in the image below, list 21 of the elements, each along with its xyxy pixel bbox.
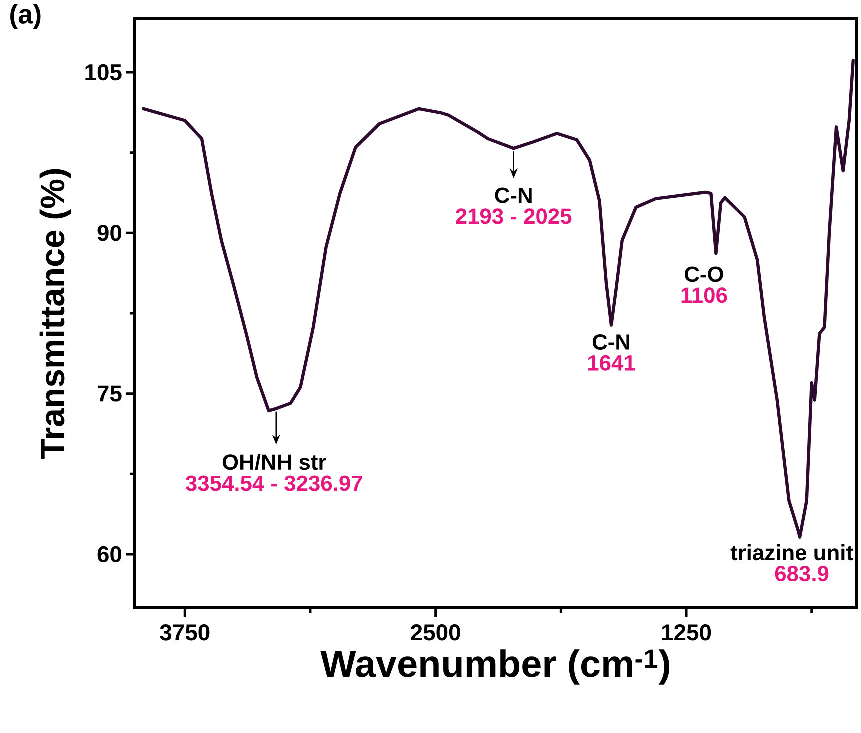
annotation: 3354.54 - 3236.97 <box>186 476 362 492</box>
annotation: C-O <box>685 266 724 282</box>
text: (a) <box>10 4 41 30</box>
annotation: 683.9 <box>775 566 829 582</box>
y-tick-label: 60 <box>98 546 122 563</box>
x-tick-label: 2500 <box>411 624 460 641</box>
x-axis-title: Wavenumber (cm$^{-1}$) <box>320 650 670 685</box>
x-tick-label: 1250 <box>662 624 712 641</box>
y-axis-title: Transmittance (%) <box>40 169 72 460</box>
annotation: triazine unit <box>730 544 854 561</box>
annotation: C-N <box>592 334 630 350</box>
annotation: 1106 <box>682 288 728 304</box>
y-tick-label: 90 <box>98 225 122 242</box>
y-tick-label: 105 <box>86 64 122 81</box>
line-series <box>142 59 855 539</box>
annotation: C-N <box>495 188 532 204</box>
y-tick-label: 75 <box>98 386 122 402</box>
annotation: 2193 - 2025 <box>456 208 572 224</box>
annotation: OH/NH str <box>222 454 326 470</box>
annotation: 1641 <box>588 355 636 371</box>
x-tick-label: 3750 <box>160 624 210 641</box>
